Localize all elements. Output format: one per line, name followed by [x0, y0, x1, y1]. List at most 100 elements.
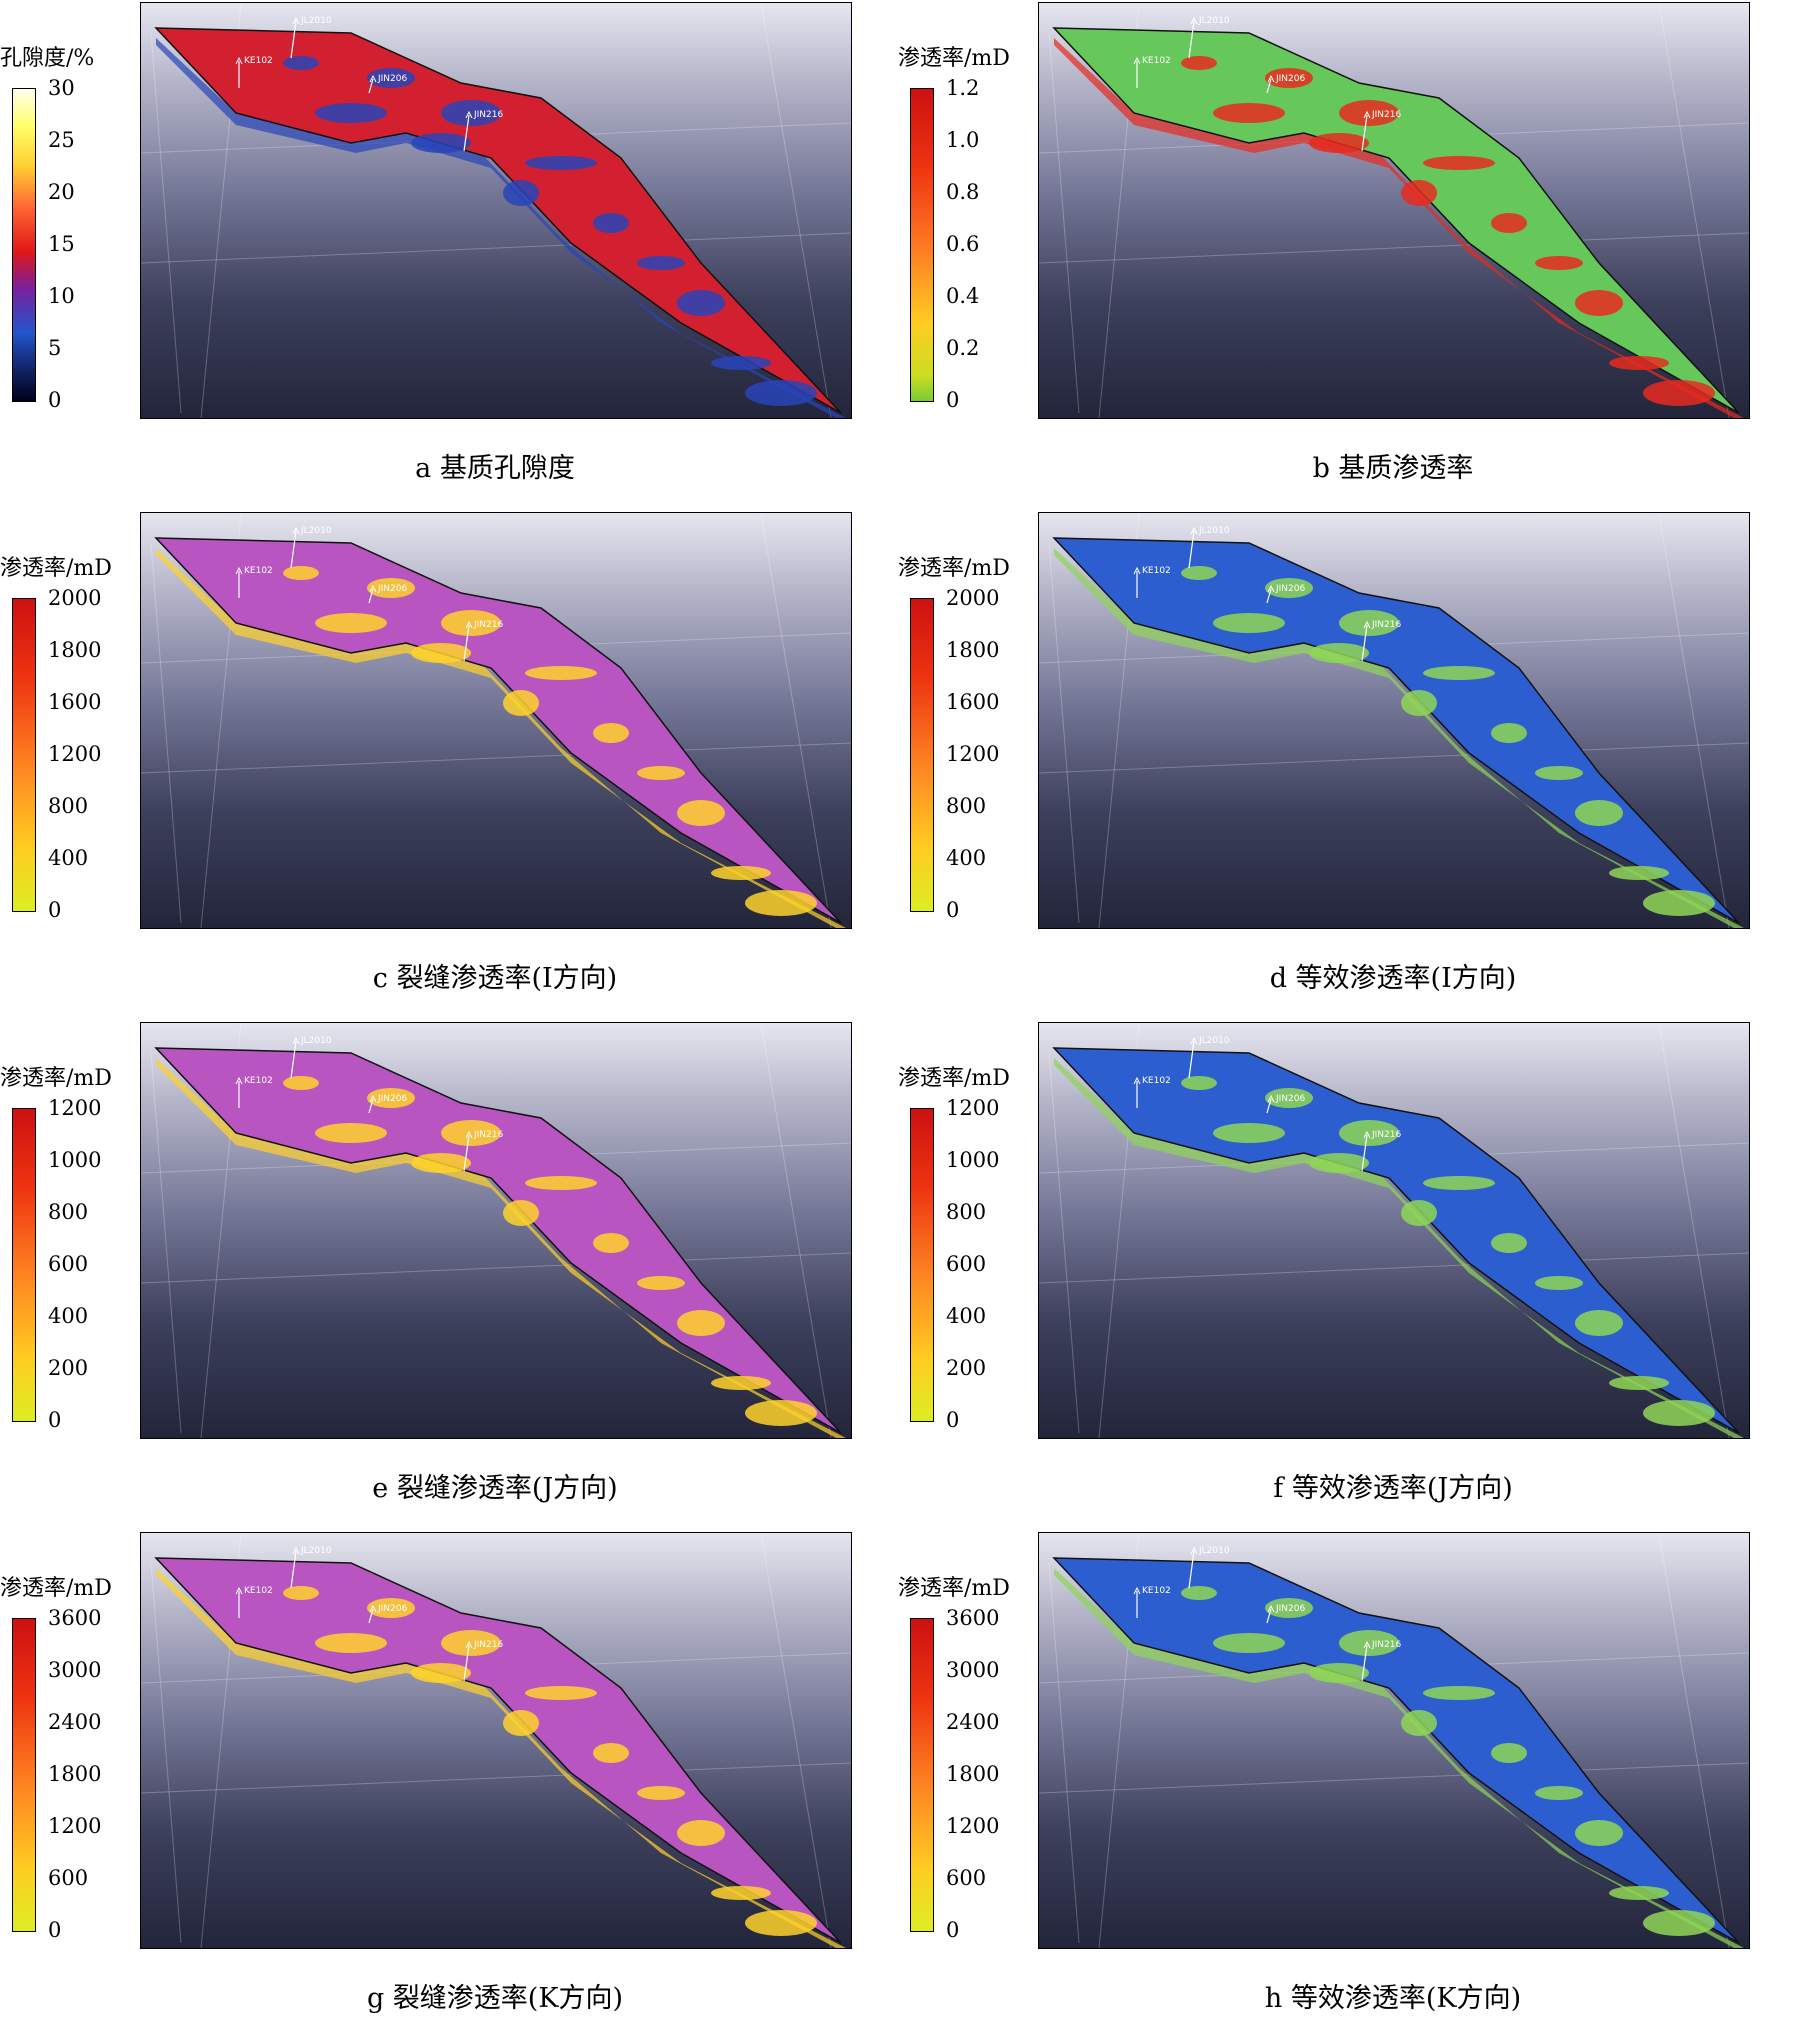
panel-f: 渗透率/mD 1200 1000 800 600 400 200 0 JL2010 KE102 JI… [898, 1022, 1796, 1527]
grid-line [141, 742, 851, 774]
property-blob [745, 1910, 817, 1936]
property-blob [1491, 1743, 1527, 1763]
property-blob [503, 1200, 539, 1226]
property-blob [711, 1376, 771, 1390]
well-symbol-icon [1267, 1604, 1275, 1613]
well-trajectory [1361, 1644, 1368, 1682]
property-blob [677, 800, 725, 826]
colorbar-tick-label: 800 [48, 1200, 89, 1224]
colorbar-tick-label: 3000 [48, 1658, 102, 1682]
well-label: JIN216 [1371, 1130, 1401, 1140]
legend-title: 渗透率/mD [0, 556, 112, 581]
colorbar-tick-label: 10 [48, 284, 75, 308]
panel-e: 渗透率/mD 1200 1000 800 600 400 200 0 JL2010 KE102 JI… [0, 1022, 898, 1527]
property-blob [315, 1123, 387, 1143]
property-blob [283, 1076, 319, 1090]
well-trajectory [1361, 1134, 1368, 1172]
grid-line [1048, 32, 1080, 414]
property-blob [525, 666, 597, 680]
colorbar-tick-label: 1200 [48, 1096, 102, 1120]
model-top-surface [1052, 1047, 1740, 1434]
property-blob [1535, 256, 1583, 270]
well-symbol-icon [1190, 1036, 1198, 1045]
colorbar-tick-label: 2000 [48, 586, 102, 610]
colorbar-tick-label: 0 [946, 1408, 960, 1432]
property-blob [315, 103, 387, 123]
property-blob [593, 723, 629, 743]
well-symbol-icon [235, 1586, 243, 1595]
well-symbol-icon [369, 1604, 377, 1613]
well-trajectory [368, 1608, 374, 1624]
grid-line [1048, 1052, 1080, 1434]
property-blob [637, 1276, 685, 1290]
colorbar-tick-label: 0.8 [946, 180, 980, 204]
property-blob [441, 610, 501, 636]
property-blob [367, 1088, 415, 1108]
colorbar-tick-label: 800 [946, 794, 987, 818]
colorbar-tick-label: 400 [48, 1304, 89, 1328]
colorbar-tick-label: 800 [946, 1200, 987, 1224]
property-blob [1309, 1153, 1369, 1173]
panel-caption: a 基质孔隙度 [415, 453, 575, 484]
property-blob [637, 256, 685, 270]
model-3d-view: JL2010 KE102 JIN206 JIN216 [1038, 512, 1750, 929]
well-label: JL2010 [1198, 16, 1230, 26]
colorbar-tick-label: 1000 [946, 1148, 1000, 1172]
grid-line [1039, 1762, 1749, 1794]
colorbar [910, 1108, 934, 1422]
colorbar-tick-label: 2000 [946, 586, 1000, 610]
property-blob [593, 1233, 629, 1253]
colorbar [910, 598, 934, 912]
panel-caption: e 裂缝渗透率(J方向) [372, 1473, 618, 1504]
colorbar-tick-label: 0 [48, 388, 62, 412]
property-blob [1643, 1910, 1715, 1936]
model-3d-view: JL2010 KE102 JIN206 JIN216 [1038, 2, 1750, 419]
grid-line [760, 1023, 832, 1438]
property-blob [525, 1686, 597, 1700]
panel-caption: f 等效渗透率(J方向) [1273, 1473, 1513, 1504]
property-blob [503, 1710, 539, 1736]
well-symbol-icon [1267, 1094, 1275, 1103]
well-label: JL2010 [300, 1546, 332, 1556]
well-label: JL2010 [300, 1036, 332, 1046]
well-label: JIN206 [1275, 1094, 1305, 1104]
grid-line [141, 1252, 851, 1284]
model-3d-view: JL2010 KE102 JIN206 JIN216 [140, 512, 852, 929]
well-trajectory [290, 1550, 297, 1589]
property-blob [745, 890, 817, 916]
well-label: KE102 [244, 1586, 273, 1596]
colorbar-tick-label: 1800 [946, 1762, 1000, 1786]
property-blob [1309, 1663, 1369, 1683]
property-blob [441, 1120, 501, 1146]
colorbar-tick-label: 1600 [946, 690, 1000, 714]
well-trajectory [1266, 588, 1272, 604]
well-symbol-icon [235, 56, 243, 65]
well-label: KE102 [1142, 1076, 1171, 1086]
property-blob [1339, 1630, 1399, 1656]
colorbar [12, 1108, 36, 1422]
well-label: JIN206 [377, 1604, 407, 1614]
property-blob [1423, 666, 1495, 680]
property-blob [1491, 723, 1527, 743]
colorbar-tick-label: 0.6 [946, 232, 980, 256]
colorbar-tick-label: 1200 [946, 742, 1000, 766]
property-blob [1181, 56, 1217, 70]
colorbar [12, 88, 36, 402]
well-trajectory [1188, 1040, 1195, 1079]
colorbar-tick-label: 25 [48, 128, 75, 152]
property-blob [1339, 1120, 1399, 1146]
model-3d-view: JL2010 KE102 JIN206 JIN216 [140, 1022, 852, 1439]
property-blob [1423, 156, 1495, 170]
well-symbol-icon [1133, 566, 1141, 575]
property-blob [283, 1586, 319, 1600]
legend-title: 渗透率/mD [0, 1576, 112, 1601]
legend-title: 渗透率/mD [898, 46, 1010, 71]
colorbar-tick-label: 15 [48, 232, 75, 256]
colorbar-tick-label: 1200 [946, 1096, 1000, 1120]
colorbar-tick-label: 0 [946, 898, 960, 922]
well-symbol-icon [1133, 1076, 1141, 1085]
well-label: JIN206 [1275, 584, 1305, 594]
colorbar-tick-label: 20 [48, 180, 75, 204]
property-blob [1213, 103, 1285, 123]
well-label: JIN216 [473, 110, 503, 120]
